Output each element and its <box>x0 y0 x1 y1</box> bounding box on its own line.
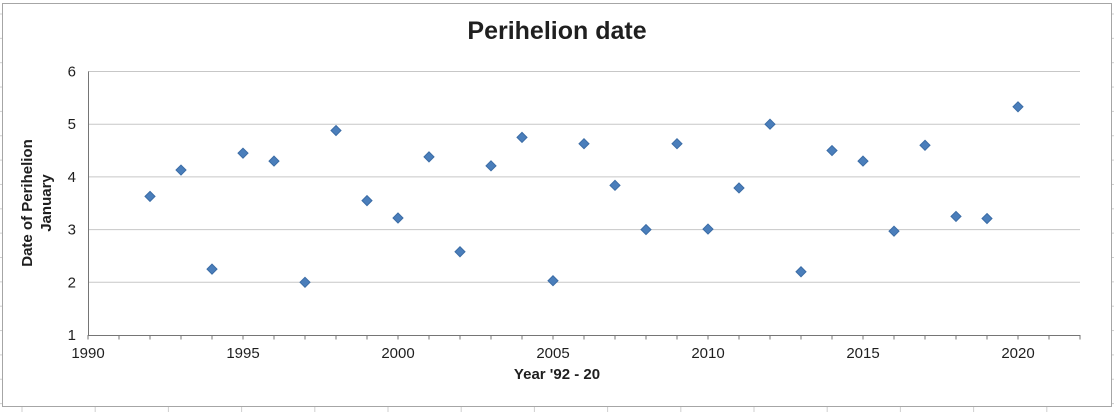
data-point-1998[interactable] <box>330 124 342 137</box>
x-tick-label: 1995 <box>226 345 259 362</box>
y-tick-label: 5 <box>68 116 76 133</box>
data-point-1993[interactable] <box>175 164 187 176</box>
y-axis-title-line1: Date of Perihelion <box>19 139 36 267</box>
y-tick-label: 1 <box>68 327 76 344</box>
data-point-2018[interactable] <box>950 210 962 223</box>
x-tick-label: 2020 <box>1001 345 1034 362</box>
x-tick-label: 2010 <box>691 345 724 362</box>
data-point-2005[interactable] <box>547 275 559 287</box>
data-point-2007[interactable] <box>609 179 621 192</box>
x-tick-label: 2000 <box>381 345 414 362</box>
data-point-2002[interactable] <box>454 246 466 258</box>
data-point-2020[interactable] <box>1012 101 1024 113</box>
data-point-1995[interactable] <box>237 147 249 159</box>
data-point-2017[interactable] <box>919 139 931 151</box>
data-point-1997[interactable] <box>299 276 311 289</box>
x-tick-label: 1990 <box>71 345 104 362</box>
y-axis-title-line2: January <box>38 174 55 232</box>
data-point-1999[interactable] <box>361 194 373 207</box>
data-point-2016[interactable] <box>888 225 900 237</box>
y-tick-label: 4 <box>68 169 76 186</box>
data-point-2008[interactable] <box>640 223 652 236</box>
data-point-2015[interactable] <box>857 155 869 167</box>
data-point-2014[interactable] <box>826 144 838 157</box>
data-point-2019[interactable] <box>981 212 993 225</box>
x-tick-label: 2005 <box>536 345 569 362</box>
chart-border <box>2 3 1112 407</box>
y-axis-title: Date of Perihelion January <box>18 63 58 343</box>
y-tick-label: 6 <box>68 64 76 81</box>
data-point-2010[interactable] <box>702 223 714 235</box>
data-point-2009[interactable] <box>671 137 683 150</box>
data-point-2001[interactable] <box>423 151 435 163</box>
data-point-2006[interactable] <box>578 137 590 150</box>
data-point-2003[interactable] <box>485 160 497 172</box>
data-point-1994[interactable] <box>206 263 218 275</box>
data-point-2013[interactable] <box>795 266 807 278</box>
data-point-2012[interactable] <box>764 118 776 130</box>
x-axis-title: Year '92 - 20 <box>513 366 601 383</box>
data-point-2000[interactable] <box>392 212 404 224</box>
data-point-1992[interactable] <box>144 190 156 203</box>
chart-title: Perihelion date <box>467 17 647 45</box>
data-point-2011[interactable] <box>733 182 745 194</box>
data-point-1996[interactable] <box>268 155 280 167</box>
y-tick-label: 2 <box>68 274 76 291</box>
y-tick-label: 3 <box>68 222 76 239</box>
data-point-2004[interactable] <box>516 131 528 144</box>
x-tick-label: 2015 <box>846 345 879 362</box>
